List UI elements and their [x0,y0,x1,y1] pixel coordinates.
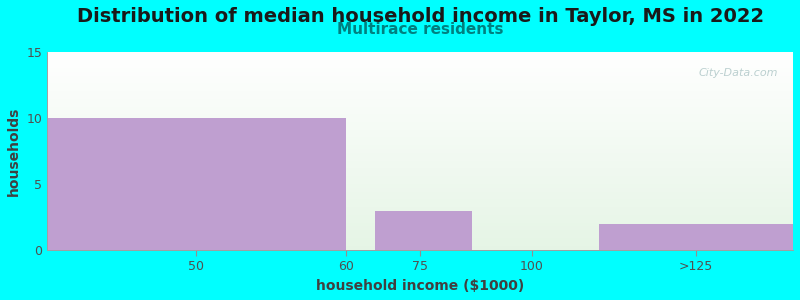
Title: Distribution of median household income in Taylor, MS in 2022: Distribution of median household income … [77,7,764,26]
Bar [47,118,346,250]
Text: Multirace residents: Multirace residents [337,22,503,37]
Text: City-Data.com: City-Data.com [698,68,778,78]
Bar [375,211,472,250]
Bar [599,224,793,250]
X-axis label: household income ($1000): household income ($1000) [316,279,524,293]
Y-axis label: households: households [7,106,21,196]
